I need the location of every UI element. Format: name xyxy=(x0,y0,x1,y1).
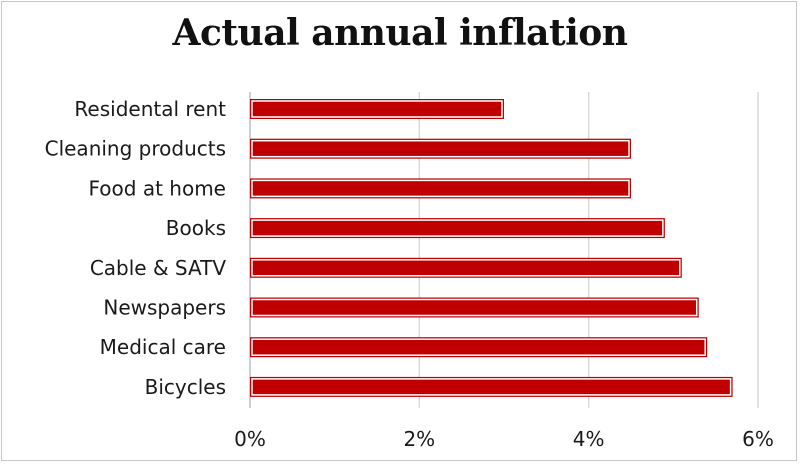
bar-fill xyxy=(251,338,706,356)
x-tick-labels: 0% 2% 4% 6% xyxy=(234,427,774,451)
bar-fill xyxy=(251,100,503,118)
bar-fill xyxy=(251,179,630,198)
bars xyxy=(250,99,733,397)
category-label: Books xyxy=(166,216,226,240)
bar-fill xyxy=(251,378,732,396)
category-label: Cable & SATV xyxy=(90,256,227,280)
bar-fill xyxy=(251,259,681,277)
category-label: Residental rent xyxy=(74,97,226,121)
category-label: Medical care xyxy=(100,335,226,359)
chart-title: Actual annual inflation xyxy=(172,12,628,54)
bar-fill xyxy=(251,298,698,317)
x-tick-label: 0% xyxy=(234,427,266,451)
category-label: Food at home xyxy=(89,176,226,200)
category-label: Bicycles xyxy=(145,375,226,399)
bar-fill xyxy=(251,139,630,158)
x-tick-label: 6% xyxy=(742,427,774,451)
category-labels: Residental rent Cleaning products Food at … xyxy=(45,97,227,399)
category-label: Newspapers xyxy=(103,296,226,320)
x-tick-label: 4% xyxy=(573,427,605,451)
x-tick-label: 2% xyxy=(403,427,435,451)
category-label: Cleaning products xyxy=(45,137,226,161)
bar-fill xyxy=(251,219,664,237)
